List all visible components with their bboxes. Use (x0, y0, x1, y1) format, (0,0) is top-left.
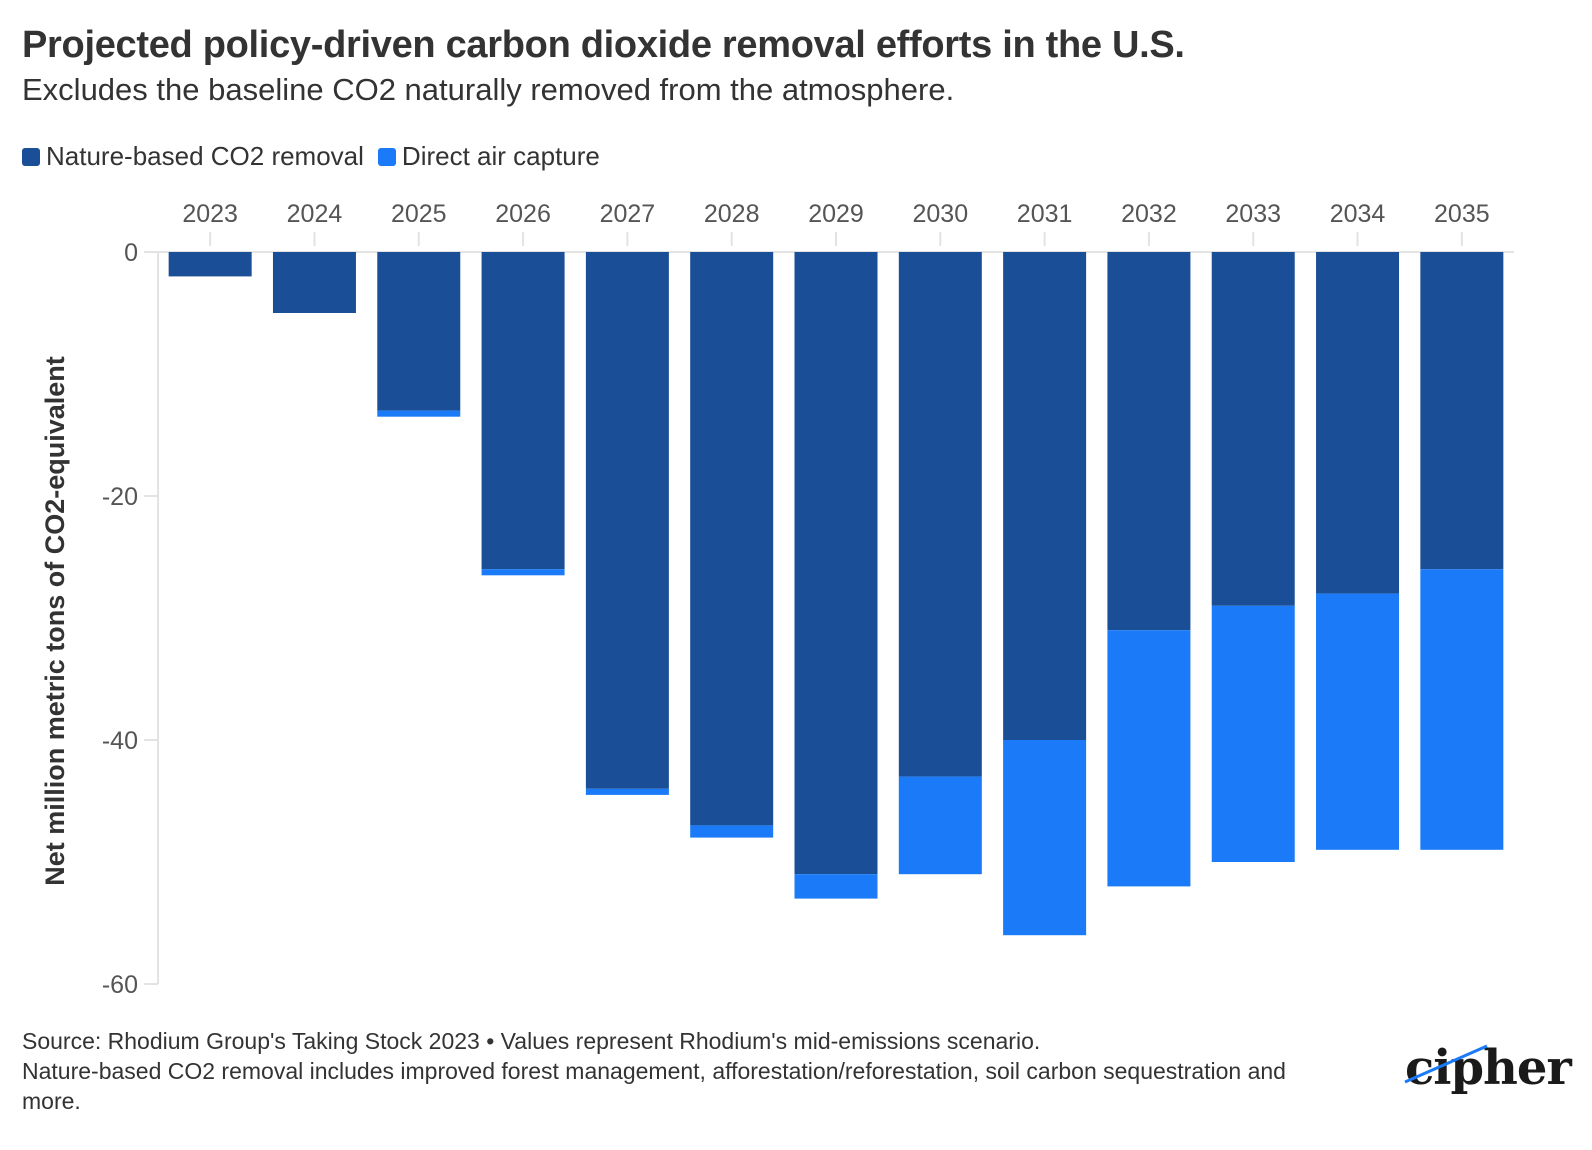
y-tick-label: -20 (102, 483, 138, 511)
bar-chart: 0 -20 -40 -60 Net million metric tons of CO2… (40, 200, 1514, 999)
x-tick-label: 2024 (287, 200, 343, 228)
footer-note: Source: Rhodium Group's Taking Stock 202… (22, 1026, 1342, 1116)
source-line: Source: Rhodium Group's Taking Stock 202… (22, 1028, 1041, 1054)
bar-nature-based (1211, 252, 1295, 606)
legend-label-nature: Nature-based CO2 removal (46, 141, 364, 171)
bar-nature-based (1420, 252, 1504, 570)
x-tick-label: 2035 (1434, 200, 1490, 228)
legend-item-nature: Nature-based CO2 removal (22, 141, 364, 172)
x-tick-label: 2030 (912, 200, 968, 228)
bar-nature-based (481, 252, 565, 570)
x-tick-label: 2031 (1017, 200, 1073, 228)
y-axis-title: Net million metric tons of CO2-equivalen… (40, 356, 70, 886)
cipher-logo: cipher (1405, 1040, 1572, 1096)
bar-nature-based (1107, 252, 1191, 631)
x-tick-label: 2033 (1225, 200, 1281, 228)
logo-slash-mark (1404, 1044, 1488, 1084)
bar-direct-air-capture (1420, 569, 1504, 850)
bar-direct-air-capture (898, 776, 982, 875)
x-tick-label: 2023 (182, 200, 238, 228)
bar-nature-based (1003, 252, 1087, 740)
definition-line: Nature-based CO2 removal includes improv… (22, 1058, 1286, 1114)
x-tick-label: 2027 (600, 200, 656, 228)
bar-nature-based (377, 252, 461, 411)
x-tick-label: 2026 (495, 200, 551, 228)
x-tick-label: 2025 (391, 200, 447, 228)
legend: Nature-based CO2 removal Direct air capt… (22, 141, 614, 172)
bar-nature-based (272, 252, 356, 313)
x-tick-label: 2032 (1121, 200, 1177, 228)
chart-title: Projected policy-driven carbon dioxide r… (22, 24, 1185, 66)
chart-subtitle: Excludes the baseline CO2 naturally remo… (22, 72, 955, 107)
legend-swatch-nature (22, 147, 40, 166)
bar-direct-air-capture (1211, 605, 1295, 862)
legend-label-dac: Direct air capture (401, 141, 600, 171)
bar-direct-air-capture (377, 410, 461, 417)
x-tick-label: 2029 (808, 200, 864, 228)
bar-direct-air-capture (794, 874, 878, 899)
legend-item-dac: Direct air capture (377, 141, 600, 172)
legend-swatch-dac (377, 147, 396, 166)
y-tick-label: -60 (102, 971, 138, 999)
bar-direct-air-capture (1316, 593, 1400, 850)
bar-nature-based (690, 252, 774, 826)
bar-direct-air-capture (1107, 630, 1191, 887)
x-tick-label: 2034 (1330, 200, 1386, 228)
bar-direct-air-capture (690, 825, 774, 838)
y-tick-label: -40 (102, 727, 138, 755)
bar-direct-air-capture (1003, 740, 1087, 936)
y-tick-label: 0 (124, 239, 138, 267)
bar-nature-based (1316, 252, 1400, 594)
x-tick-label: 2028 (704, 200, 760, 228)
bar-nature-based (585, 252, 669, 789)
bar-nature-based (168, 252, 252, 277)
bar-nature-based (794, 252, 878, 875)
bar-direct-air-capture (481, 569, 565, 576)
bar-direct-air-capture (585, 788, 669, 795)
bar-nature-based (898, 252, 982, 777)
